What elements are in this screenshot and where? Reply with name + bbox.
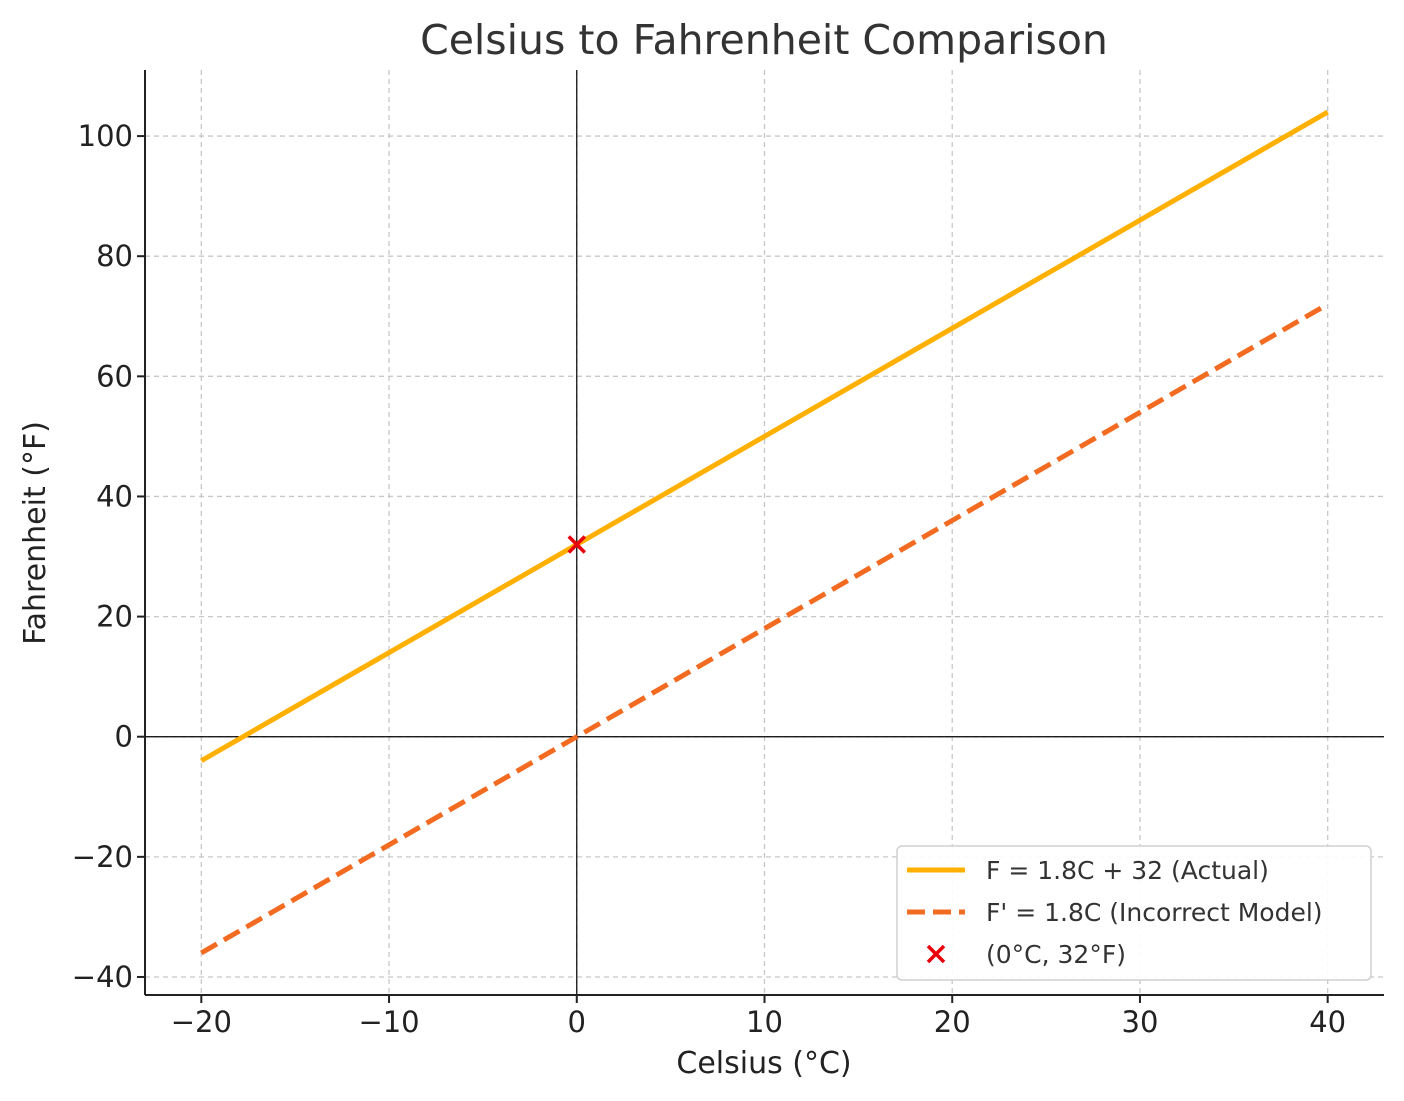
legend-entry: F = 1.8C + 32 (Actual) [907, 856, 1269, 885]
legend-label: F' = 1.8C (Incorrect Model) [986, 898, 1323, 927]
series-line-2 [200, 302, 1329, 956]
y-tick-label: 80 [96, 239, 133, 273]
legend-marker [926, 944, 946, 964]
x-axis-label: Celsius (°C) [676, 1046, 851, 1081]
legend-entry: (0°C, 32°F) [926, 940, 1126, 969]
chart-title: Celsius to Fahrenheit Comparison [420, 16, 1108, 64]
legend-entry: F' = 1.8C (Incorrect Model) [907, 898, 1323, 927]
x-tick-label: 40 [1309, 1005, 1346, 1039]
y-axis-label: Fahrenheit (°F) [18, 421, 53, 645]
x-tick-label: −20 [171, 1005, 232, 1039]
y-tick-label: 0 [115, 720, 133, 754]
x-tick-label: 10 [746, 1005, 783, 1039]
legend-label: F = 1.8C + 32 (Actual) [986, 856, 1269, 885]
x-tick-label: 30 [1122, 1005, 1159, 1039]
legend-label: (0°C, 32°F) [986, 940, 1126, 969]
series-group [200, 109, 1329, 956]
y-tick-label: −40 [72, 960, 133, 994]
legend-box [896, 845, 1372, 981]
series-line-1 [200, 109, 1329, 763]
y-tick-label: 20 [96, 600, 133, 634]
ticks: −20 −10 0 10 20 30 40 −40 −20 0 20 40 60 80 100 [72, 119, 1346, 1039]
y-tick-label: 100 [78, 119, 133, 153]
point-marker [567, 535, 587, 554]
x-tick-label: 0 [568, 1005, 586, 1039]
y-tick-label: −20 [72, 840, 133, 874]
reference-axes [145, 70, 1384, 995]
x-tick-label: −10 [358, 1005, 419, 1039]
y-tick-label: 40 [96, 479, 133, 513]
points-group [567, 535, 587, 554]
x-tick-label: 20 [934, 1005, 971, 1039]
legend: F = 1.8C + 32 (Actual) F' = 1.8C (Incorre… [896, 845, 1372, 981]
y-tick-label: 60 [96, 359, 133, 393]
